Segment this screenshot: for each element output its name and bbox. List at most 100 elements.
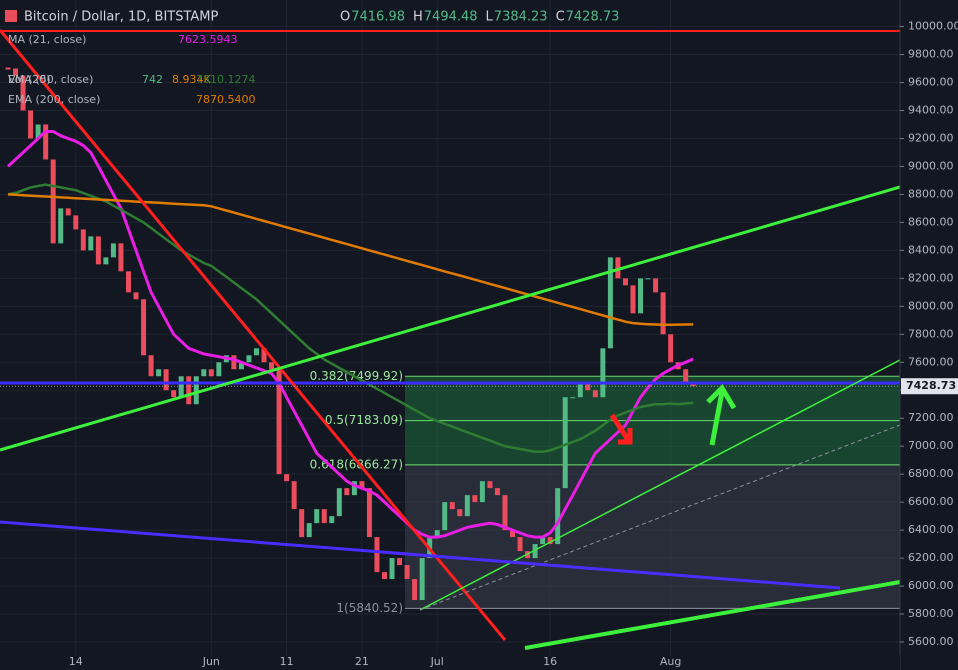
candle: [321, 509, 327, 524]
candle: [336, 488, 342, 517]
candle: [246, 355, 252, 363]
candle: [28, 110, 34, 139]
axes: 5600.00 5800.00 6000.00 6200.00 6400.00 6600.…: [0, 20, 958, 668]
candle: [607, 257, 613, 349]
x-tick-label: Jul: [430, 655, 444, 668]
candle: [329, 516, 335, 524]
candle: [449, 502, 455, 510]
y-tick-label: 9400.00: [908, 103, 954, 116]
candle: [668, 334, 674, 363]
candle: [269, 362, 275, 370]
candle: [487, 481, 493, 489]
indicator-name[interactable]: EMA (200, close): [8, 93, 100, 106]
candle: [125, 271, 131, 293]
vol-value: 742: [142, 73, 163, 86]
green-arrow: [706, 383, 737, 446]
candle: [216, 362, 222, 377]
x-tick-label: Aug: [660, 655, 681, 668]
indicator-line: [7, 183, 694, 454]
candle: [284, 474, 290, 482]
legend: Vol (20) 742 8.934K MA (21, close) 7623.5…: [8, 33, 256, 106]
candle: [577, 383, 583, 398]
symbol[interactable]: Bitcoin / Dollar, 1D, BITSTAMP: [24, 10, 219, 25]
candle: [412, 579, 418, 601]
candle: [88, 236, 94, 251]
candle: [570, 397, 576, 399]
red-arrow: [609, 413, 633, 445]
indicator-value: 7623.5943: [178, 33, 238, 46]
descending-line: [0, 520, 841, 590]
candle: [291, 481, 297, 510]
candle: [457, 509, 463, 517]
y-tick-label: 9600.00: [908, 76, 954, 89]
x-tick-label: 11: [280, 655, 294, 668]
channel-top: [0, 185, 901, 452]
y-tick-label: 9200.00: [908, 131, 954, 144]
y-tick-label: 7200.00: [908, 411, 954, 424]
candle: [645, 278, 651, 280]
y-tick-label: 9800.00: [908, 48, 954, 61]
x-tick-label: 21: [355, 655, 369, 668]
candle: [253, 348, 259, 356]
candle: [13, 68, 19, 76]
candle: [464, 495, 470, 517]
candle: [547, 537, 553, 545]
candle: [43, 124, 49, 160]
fib-label: 0.5(7183.09): [325, 413, 403, 427]
x-tick-label: 14: [69, 655, 83, 668]
candle: [510, 530, 516, 538]
candle: [366, 488, 372, 538]
candle: [472, 495, 478, 503]
y-tick-label: 8800.00: [908, 187, 954, 200]
ohlc-key: O: [340, 10, 350, 25]
price-axis: [900, 0, 958, 670]
candle: [502, 495, 508, 531]
indicator-value: 7870.5400: [196, 93, 256, 106]
y-tick-label: 9000.00: [908, 159, 954, 172]
trend-line: [419, 359, 901, 611]
y-tick-label: 7000.00: [908, 439, 954, 452]
indicator-name[interactable]: MA (21, close): [8, 33, 86, 46]
candle: [479, 481, 485, 503]
candle: [103, 257, 109, 265]
candle: [58, 208, 64, 244]
candle: [95, 236, 101, 265]
candle: [532, 544, 538, 559]
candle: [171, 390, 177, 398]
candle: [389, 558, 395, 580]
ohlc: O 7416.98 H 7494.48 L 7384.23 C 7428.73: [340, 10, 619, 25]
candle: [193, 376, 199, 405]
y-tick-label: 5600.00: [908, 635, 954, 648]
candle: [562, 397, 568, 489]
time-axis: [0, 655, 900, 670]
candle: [404, 565, 410, 580]
candle: [653, 278, 659, 293]
y-tick-label: 6400.00: [908, 523, 954, 536]
ohlc-key: H: [413, 10, 423, 25]
candle: [261, 348, 267, 363]
vol-name[interactable]: Vol (20): [8, 73, 51, 86]
candle: [517, 537, 523, 552]
candle: [73, 215, 79, 230]
y-tick-label: 10000.00: [908, 20, 958, 33]
indicator-line: [7, 193, 694, 327]
candle: [178, 376, 184, 398]
y-tick-label: 8000.00: [908, 299, 954, 312]
candle: [351, 481, 357, 496]
candle: [141, 299, 147, 356]
candle: [65, 208, 71, 216]
candle: [585, 383, 591, 391]
ohlc-key: L: [486, 10, 494, 25]
vol-ma: 8.934K: [172, 73, 211, 86]
candle: [110, 243, 116, 258]
ohlc-value: 7416.98: [351, 10, 405, 25]
candle: [20, 75, 26, 111]
candle: [683, 369, 689, 384]
candle: [382, 572, 387, 580]
candle: [600, 348, 606, 398]
fib-label: 1(5840.52): [336, 601, 403, 615]
candle: [442, 502, 448, 531]
y-tick-label: 8400.00: [908, 243, 954, 256]
indicator-name[interactable]: EMA (50, close): [8, 73, 93, 86]
